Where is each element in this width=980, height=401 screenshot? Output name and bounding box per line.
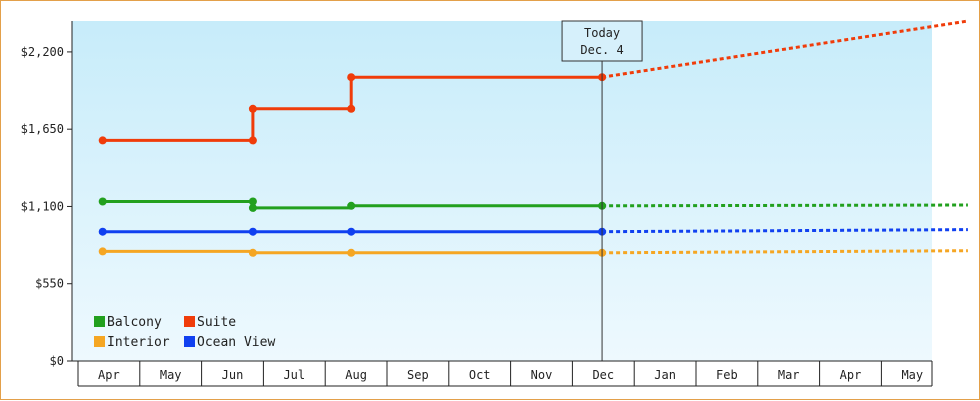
data-point-ocean-view-0 [98, 227, 107, 236]
today-label: Today [584, 26, 620, 40]
legend-swatch-suite [184, 316, 195, 327]
x-tick-label-11: Mar [778, 368, 800, 382]
series-forecast-suite [601, 19, 969, 79]
y-tick-label-1: $550 [35, 277, 64, 291]
legend-label-balcony: Balcony [107, 315, 162, 330]
series-layer [98, 19, 969, 257]
legend-item-interior: Interior [94, 335, 170, 350]
y-tick-label-3: $1,650 [21, 122, 64, 136]
x-tick-label-10: Feb [716, 368, 738, 382]
today-date: Dec. 4 [580, 43, 623, 57]
x-tick-label-9: Jan [654, 368, 676, 382]
data-point-suite-1 [248, 136, 257, 145]
legend-item-suite: Suite [184, 315, 236, 330]
data-point-balcony-0 [98, 197, 107, 206]
data-point-ocean-view-2 [347, 227, 356, 236]
x-tick-label-13: May [901, 368, 923, 382]
x-tick-label-2: Jun [222, 368, 244, 382]
legend-label-interior: Interior [107, 335, 170, 350]
legend-item-ocean-view: Ocean View [184, 335, 275, 350]
data-point-interior-1 [248, 248, 257, 257]
x-tick-label-0: Apr [98, 368, 120, 382]
legend-label-ocean-view: Ocean View [197, 335, 275, 350]
plot-background [72, 21, 932, 361]
y-tick-label-0: $0 [50, 354, 64, 368]
today-marker: Today Dec. 4 [561, 20, 643, 361]
data-point-suite-0 [98, 136, 107, 145]
data-point-interior-0 [98, 247, 107, 256]
legend: Balcony Suite Interior Ocean View [94, 315, 275, 350]
series-forecast-ocean-view [602, 228, 968, 234]
axes: $0 $550 $1,100 $1,650 $2,200 Apr May Jun Jul Aug S… [21, 21, 933, 387]
x-tick-label-7: Nov [531, 368, 553, 382]
data-point-balcony-2 [248, 203, 257, 212]
legend-swatch-balcony [94, 316, 105, 327]
data-point-suite-2 [248, 104, 257, 113]
data-point-ocean-view-1 [248, 227, 257, 236]
legend-label-suite: Suite [197, 315, 236, 330]
series-balcony [98, 197, 968, 212]
y-tick-label-2: $1,100 [21, 199, 64, 213]
data-point-balcony-1 [248, 197, 257, 206]
data-point-suite-4 [347, 73, 356, 82]
legend-swatch-ocean-view [184, 336, 195, 347]
x-tick-label-3: Jul [283, 368, 305, 382]
today-box [561, 20, 643, 62]
data-point-suite-3 [347, 104, 356, 113]
x-tick-label-8: Dec [592, 368, 614, 382]
x-tick-label-12: Apr [840, 368, 862, 382]
legend-item-balcony: Balcony [94, 315, 162, 330]
series-suite [98, 19, 969, 145]
series-line-suite [102, 75, 603, 142]
x-tick-label-6: Oct [469, 368, 491, 382]
y-tick-label-4: $2,200 [21, 45, 64, 59]
x-tick-label-1: May [160, 368, 182, 382]
x-tick-label-4: Aug [345, 368, 367, 382]
series-interior [98, 247, 968, 257]
data-point-balcony-3 [347, 201, 356, 210]
data-point-interior-2 [347, 248, 356, 257]
x-tick-label-5: Sep [407, 368, 429, 382]
series-forecast-balcony [602, 203, 968, 208]
legend-swatch-interior [94, 336, 105, 347]
series-line-balcony [102, 200, 603, 210]
series-forecast-interior [602, 249, 968, 255]
series-ocean-view [98, 227, 968, 236]
